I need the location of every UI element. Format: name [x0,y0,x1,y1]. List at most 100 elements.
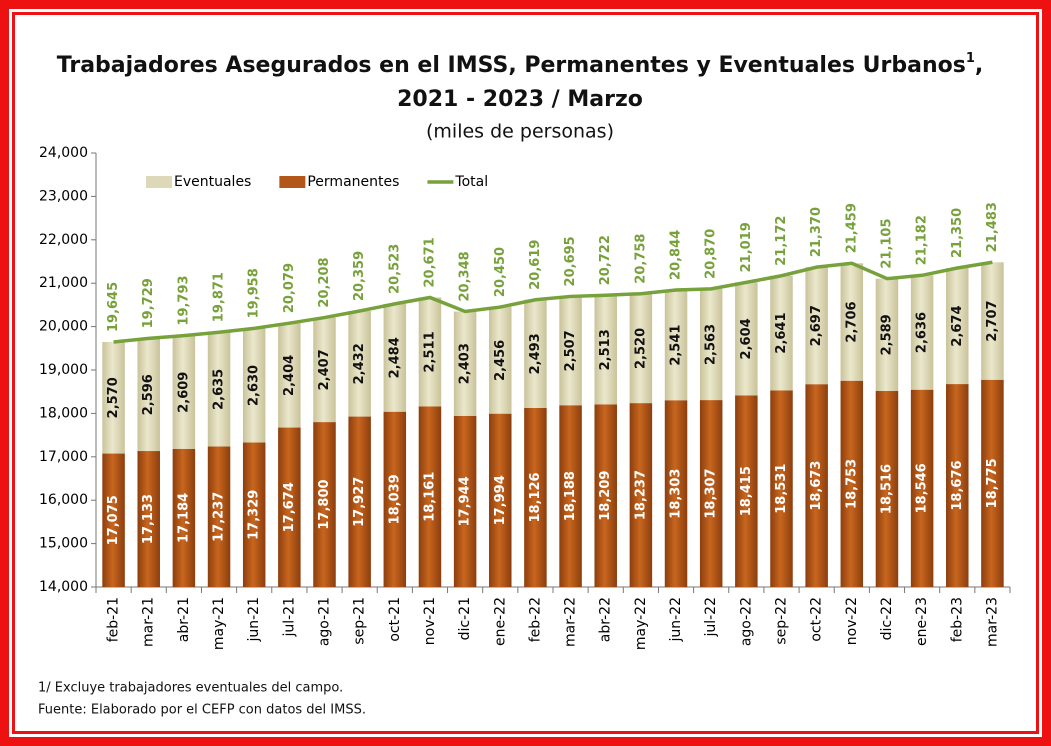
x-tick-label: feb-23 [949,597,965,642]
y-tick-label: 21,000 [39,275,88,291]
bar-segment [242,328,266,443]
data-label: 18,188 [563,471,578,521]
data-label: 20,671 [422,237,437,287]
x-tick-label: abr-22 [598,597,614,642]
data-label: 18,237 [633,470,648,520]
data-label: 2,609 [176,372,191,413]
x-tick-label: ago-22 [738,597,754,646]
x-tick-label: mar-21 [141,597,157,647]
data-label: 17,800 [317,479,332,529]
data-label: 2,520 [633,328,648,369]
bar-segment [981,379,1004,587]
bar-segment [453,311,477,416]
bar-segment [629,403,653,587]
legend-label: Total [454,174,488,190]
x-tick-label: mar-23 [984,597,1000,647]
x-tick-label: feb-22 [527,597,543,642]
x-tick-label: sep-21 [352,597,368,645]
y-tick-label: 16,000 [39,492,88,508]
bar-segment [664,289,688,401]
data-label: 20,844 [669,230,684,280]
y-tick-label: 18,000 [39,405,88,421]
data-label: 20,619 [528,240,543,290]
data-label: 2,511 [422,331,437,372]
bar-segment [981,262,1004,380]
bar-segment [946,268,969,385]
data-label: 19,793 [176,275,191,325]
data-label: 2,635 [212,369,227,410]
data-label: 19,871 [212,272,227,322]
legend-swatch [279,176,306,188]
data-label: 2,403 [458,343,473,384]
data-label: 21,182 [915,215,930,265]
legend-label: Eventuales [174,174,251,190]
bar-segment [875,391,899,587]
data-label: 2,596 [141,374,156,415]
data-label: 2,541 [669,325,684,366]
data-label: 18,209 [598,471,613,521]
data-label: 20,348 [458,251,473,301]
bar-segment [875,278,899,392]
data-label: 21,370 [809,207,824,257]
y-tick-label: 14,000 [39,579,88,595]
data-label: 20,870 [704,229,719,279]
data-label: 17,927 [352,477,367,527]
bar-segment [524,407,547,587]
bar-segment [313,422,336,587]
bar-segment [172,448,196,587]
data-label: 2,706 [844,301,859,342]
x-tick-label: jun-22 [668,597,684,643]
data-label: 2,604 [739,318,754,359]
legend-swatch [146,176,172,188]
x-tick-label: ene-22 [492,597,508,646]
data-label: 21,350 [950,208,965,258]
x-tick-label: nov-22 [844,597,860,645]
bar-segment [840,380,864,587]
bar-segment [418,297,442,407]
data-label: 17,994 [493,475,508,525]
data-label: 2,563 [704,324,719,365]
bar-segment [594,404,617,587]
data-label: 19,729 [141,278,156,328]
x-tick-label: ago-21 [317,597,333,646]
data-label: 19,958 [247,268,262,318]
x-tick-label: nov-21 [422,597,438,645]
data-label: 2,697 [809,305,824,346]
bar-segment [102,342,125,454]
data-label: 2,674 [950,305,965,346]
data-label: 18,161 [422,472,437,522]
data-label: 2,513 [598,329,613,370]
bar-segment [805,267,828,385]
source: Fuente: Elaborado por el CEFP con datos … [38,703,366,718]
data-label: 20,722 [598,235,613,285]
data-label: 18,516 [879,464,894,514]
y-tick-label: 24,000 [39,145,88,161]
data-label: 20,359 [352,251,367,301]
bar-segment [453,415,477,587]
x-tick-label: dic-21 [457,597,473,640]
chart-title: Trabajadores Asegurados en el IMSS, Perm… [57,51,983,79]
data-label: 17,674 [282,482,297,532]
bar-segment [735,282,758,396]
bar-segment [699,400,723,587]
data-label: 17,237 [212,492,227,542]
bar-segment [348,311,371,417]
bar-segment [735,395,758,587]
data-label: 18,039 [387,474,402,524]
data-label: 17,184 [176,493,191,543]
data-label: 18,775 [985,458,1000,508]
data-label: 21,019 [739,222,754,272]
x-tick-label: oct-21 [387,597,403,642]
bar-segment [664,400,688,587]
data-label: 20,208 [317,257,332,307]
data-label: 2,641 [774,312,789,353]
bar-segment [313,317,336,423]
data-label: 21,459 [844,203,859,253]
x-tick-label: jul-22 [703,597,719,638]
data-label: 2,707 [985,300,1000,341]
data-label: 2,432 [352,343,367,384]
data-label: 17,944 [458,476,473,526]
data-label: 2,407 [317,349,332,390]
bar-segment [770,275,793,391]
bar-segment [383,303,407,412]
